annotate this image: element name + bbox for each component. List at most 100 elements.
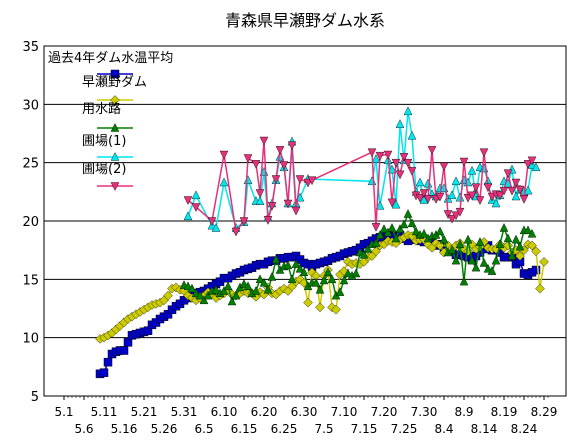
y-axis-ticks: 5 10 15 20 25 30 35 [22, 40, 39, 405]
data-point [287, 141, 297, 151]
legend-label: 用水路 [82, 101, 121, 117]
data-point [283, 260, 293, 270]
data-point [391, 233, 401, 243]
y-tick-label: 35 [22, 40, 39, 55]
data-point [110, 123, 120, 132]
x-tick-label: 5.11 [91, 405, 118, 419]
x-axis-ticks: 5.1 5.11 5.21 5.31 6.10 6.20 6.30 7.10 7.20 7.30 8… [54, 396, 557, 436]
data-point [479, 258, 489, 267]
data-point [475, 196, 485, 205]
data-point [219, 286, 229, 295]
data-point [471, 183, 481, 193]
data-point [439, 162, 449, 172]
x-tick-label: 8.19 [491, 405, 518, 419]
data-point [259, 136, 269, 146]
data-point [295, 263, 305, 273]
x-tick-label: 6.15 [231, 422, 258, 436]
data-point [463, 234, 473, 244]
y-tick-label: 25 [22, 157, 39, 172]
data-point [251, 160, 261, 169]
data-point [451, 211, 461, 221]
data-point [211, 223, 221, 232]
data-point [403, 106, 413, 116]
x-tick-label: 6.20 [251, 405, 278, 419]
data-point [511, 234, 521, 244]
data-point [507, 186, 517, 196]
data-point [447, 245, 457, 254]
data-point [531, 246, 541, 257]
data-point [419, 189, 429, 198]
data-point [495, 239, 505, 249]
data-point [487, 266, 497, 275]
data-point [183, 196, 193, 205]
data-point [527, 240, 537, 251]
data-point [291, 206, 301, 216]
data-point [451, 176, 461, 186]
data-point [227, 296, 237, 306]
data-point [243, 154, 253, 163]
data-point [447, 190, 457, 200]
data-point [455, 207, 465, 217]
data-point [359, 249, 369, 259]
data-point [467, 165, 477, 175]
x-tick-label: 8.29 [531, 405, 558, 419]
x-tick-label: 5.1 [54, 405, 73, 419]
data-point [539, 257, 549, 267]
series-4 [183, 106, 541, 232]
data-point [471, 262, 481, 272]
data-point [407, 218, 417, 228]
data-point [331, 304, 341, 315]
legend-label: 圃場(1) [82, 134, 126, 149]
data-point [339, 275, 349, 285]
data-point [267, 202, 277, 211]
data-point [207, 217, 217, 226]
series-3 [179, 209, 537, 306]
x-tick-label: 6.25 [271, 422, 298, 436]
data-point [383, 227, 393, 237]
data-point [535, 283, 545, 294]
data-point [523, 225, 533, 235]
y-tick-label: 30 [22, 98, 39, 113]
series-5 [183, 136, 537, 237]
data-point [387, 198, 397, 208]
data-point [423, 195, 433, 204]
data-point [335, 287, 345, 296]
data-point [259, 277, 269, 287]
data-point [255, 274, 265, 284]
data-point [415, 193, 425, 203]
data-point [191, 190, 201, 200]
x-tick-label: 8.9 [454, 405, 473, 419]
data-point [315, 284, 325, 294]
data-point [443, 210, 453, 219]
y-tick-label: 15 [22, 273, 39, 288]
data-point [263, 284, 273, 294]
data-point [183, 211, 193, 221]
data-point [211, 284, 221, 294]
x-tick-label: 5.6 [74, 422, 93, 436]
data-point [231, 290, 241, 300]
x-tick-label: 5.21 [131, 405, 158, 419]
data-point [271, 175, 281, 184]
x-tick-label: 6.5 [194, 422, 213, 436]
data-point [379, 224, 389, 233]
data-point [327, 274, 337, 284]
data-point [255, 189, 265, 198]
data-point [371, 154, 381, 163]
data-point [515, 241, 525, 251]
data-point [223, 281, 233, 291]
data-point [375, 230, 385, 239]
x-tick-label: 8.24 [511, 422, 538, 436]
x-tick-label: 6.10 [211, 405, 238, 419]
data-point [515, 251, 525, 261]
y-tick-label: 20 [22, 215, 39, 230]
data-point [323, 267, 333, 277]
series-layer [95, 106, 549, 379]
x-tick-label: 7.15 [351, 422, 378, 436]
data-point [531, 265, 541, 275]
data-point [503, 169, 513, 179]
data-point [419, 228, 429, 238]
data-point [287, 274, 297, 284]
data-point [319, 275, 329, 285]
x-tick-label: 7.20 [371, 405, 398, 419]
